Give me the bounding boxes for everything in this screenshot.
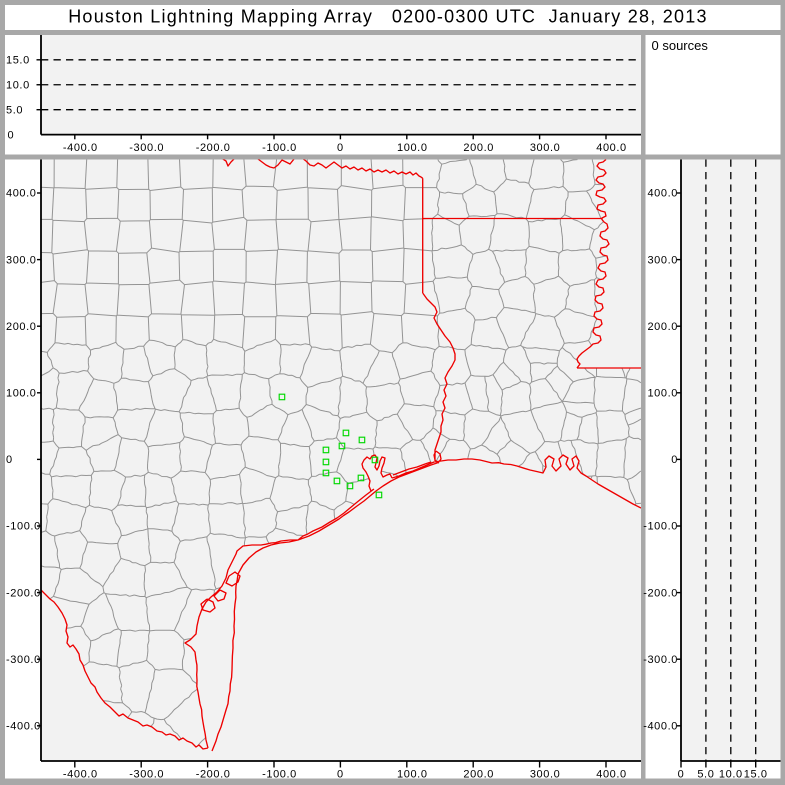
svg-text:-200.0: -200.0 — [196, 769, 231, 781]
svg-text:200.0: 200.0 — [647, 321, 678, 333]
svg-text:15.0: 15.0 — [6, 55, 30, 67]
svg-text:200.0: 200.0 — [6, 321, 37, 333]
svg-text:10.0: 10.0 — [6, 79, 30, 91]
svg-text:400.0: 400.0 — [647, 188, 678, 200]
svg-text:400.0: 400.0 — [596, 142, 627, 154]
svg-text:-100.0: -100.0 — [262, 142, 297, 154]
svg-text:-400.0: -400.0 — [643, 721, 678, 733]
svg-text:-400.0: -400.0 — [63, 142, 98, 154]
svg-text:100.0: 100.0 — [397, 142, 428, 154]
svg-text:200.0: 200.0 — [463, 142, 494, 154]
svg-text:Houston Lightning Mapping Arra: Houston Lightning Mapping Array 0200-030… — [68, 7, 708, 27]
svg-text:100.0: 100.0 — [647, 388, 678, 400]
svg-text:-400.0: -400.0 — [63, 769, 98, 781]
svg-text:0: 0 — [337, 769, 344, 781]
svg-text:10.0: 10.0 — [719, 769, 743, 781]
svg-text:5.0: 5.0 — [6, 104, 23, 116]
svg-text:0: 0 — [337, 142, 344, 154]
svg-text:100.0: 100.0 — [397, 769, 428, 781]
svg-text:-300.0: -300.0 — [6, 654, 41, 666]
svg-text:-400.0: -400.0 — [6, 721, 41, 733]
svg-text:100.0: 100.0 — [6, 388, 37, 400]
svg-text:0 sources: 0 sources — [652, 38, 709, 53]
svg-text:-300.0: -300.0 — [643, 654, 678, 666]
svg-text:-100.0: -100.0 — [262, 769, 297, 781]
svg-text:300.0: 300.0 — [530, 142, 561, 154]
svg-text:0: 0 — [678, 769, 685, 781]
svg-text:0: 0 — [671, 454, 678, 466]
svg-text:400.0: 400.0 — [6, 188, 37, 200]
svg-text:-200.0: -200.0 — [643, 587, 678, 599]
svg-text:-100.0: -100.0 — [643, 521, 678, 533]
svg-text:15.0: 15.0 — [744, 769, 768, 781]
svg-text:400.0: 400.0 — [596, 769, 627, 781]
svg-text:-300.0: -300.0 — [129, 769, 164, 781]
svg-text:0: 0 — [6, 454, 13, 466]
svg-text:300.0: 300.0 — [530, 769, 561, 781]
svg-text:0: 0 — [8, 129, 15, 141]
svg-text:200.0: 200.0 — [463, 769, 494, 781]
svg-text:300.0: 300.0 — [647, 254, 678, 266]
svg-text:5.0: 5.0 — [697, 769, 714, 781]
svg-text:-100.0: -100.0 — [6, 521, 41, 533]
svg-text:-200.0: -200.0 — [196, 142, 231, 154]
svg-text:-200.0: -200.0 — [6, 587, 41, 599]
svg-text:-300.0: -300.0 — [129, 142, 164, 154]
svg-text:300.0: 300.0 — [6, 254, 37, 266]
